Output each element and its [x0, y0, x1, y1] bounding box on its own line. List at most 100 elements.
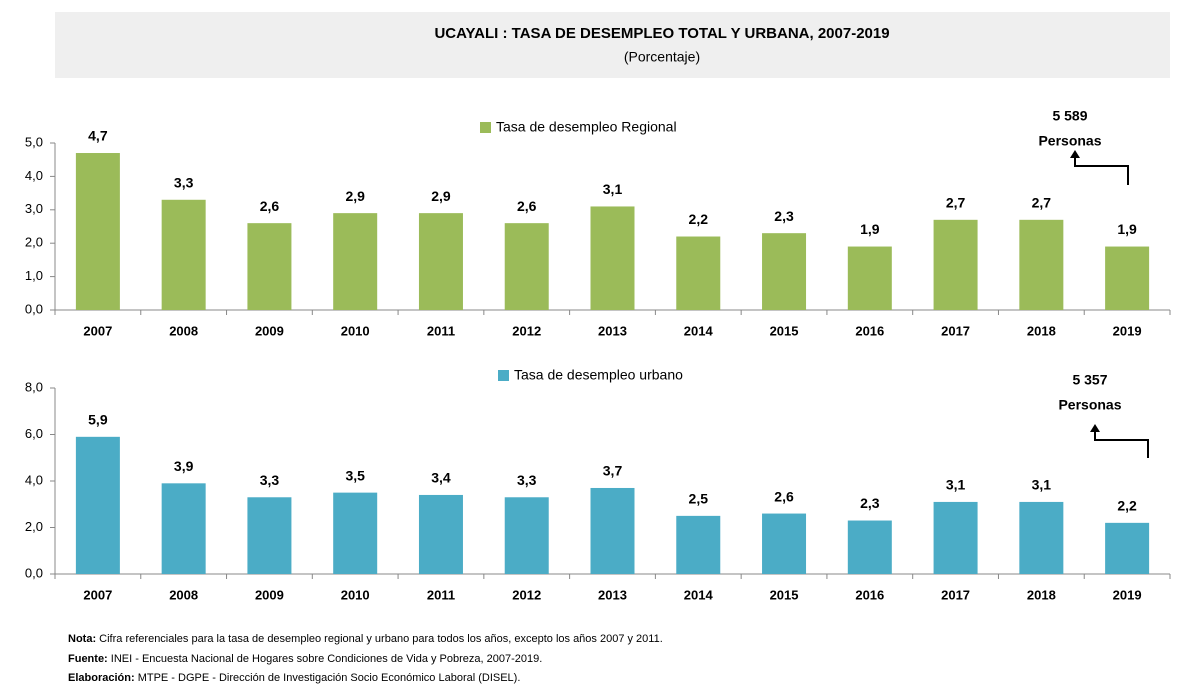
value-label: 2,2: [1117, 498, 1137, 514]
note-label: Fuente:: [68, 653, 108, 665]
note-text: INEI - Encuesta Nacional de Hogares sobr…: [111, 653, 543, 665]
legend-label: Tasa de desempleo Regional: [496, 119, 677, 135]
bar: [75, 153, 120, 310]
note: Fuente: INEI - Encuesta Nacional de Hoga…: [68, 653, 542, 665]
x-tick-label: 2019: [1113, 323, 1142, 338]
bar: [1019, 501, 1064, 574]
value-label: 2,6: [774, 488, 794, 504]
value-label: 3,3: [517, 472, 537, 488]
bar: [847, 520, 892, 574]
bar: [1105, 246, 1150, 310]
value-label: 3,3: [174, 174, 194, 190]
bar: [333, 492, 378, 574]
y-tick-label: 5,0: [25, 134, 43, 149]
value-label: 2,6: [517, 198, 537, 214]
x-tick-label: 2012: [512, 323, 541, 338]
bar: [676, 236, 721, 310]
title: UCAYALI : TASA DE DESEMPLEO TOTAL Y URBA…: [434, 25, 889, 42]
note-text: MTPE - DGPE - Dirección de Investigación…: [138, 672, 521, 684]
annotation-arrow: [1074, 152, 1129, 185]
x-tick-label: 2009: [255, 323, 284, 338]
legend-label: Tasa de desempleo urbano: [514, 367, 683, 383]
value-label: 2,9: [431, 188, 451, 204]
annotation-arrow: [1094, 426, 1149, 458]
value-label: 3,1: [946, 477, 966, 493]
x-tick-label: 2011: [427, 323, 455, 338]
bar: [590, 206, 635, 310]
bar: [504, 223, 549, 310]
value-label: 5,9: [88, 412, 108, 428]
value-label: 2,5: [689, 491, 709, 507]
x-tick-label: 2008: [169, 323, 198, 338]
bar: [762, 233, 807, 310]
note-text: Cifra referenciales para la tasa de dese…: [99, 633, 663, 645]
value-label: 3,3: [260, 472, 280, 488]
y-tick-label: 0,0: [25, 565, 43, 580]
note-label: Nota:: [68, 633, 96, 645]
bar: [1105, 522, 1150, 574]
arrow-head: [1070, 150, 1080, 158]
annotation: Personas: [1038, 133, 1101, 149]
value-label: 2,9: [345, 188, 365, 204]
x-tick-label: 2013: [598, 587, 627, 602]
bar: [75, 436, 120, 574]
title-box: [55, 12, 1170, 78]
y-tick-label: 4,0: [25, 168, 43, 183]
bar: [247, 223, 292, 310]
y-tick-label: 2,0: [25, 235, 43, 250]
y-tick-label: 1,0: [25, 268, 43, 283]
x-tick-label: 2010: [341, 323, 370, 338]
value-label: 1,9: [860, 221, 880, 237]
bar: [847, 246, 892, 310]
value-label: 2,7: [1032, 195, 1052, 211]
value-label: 2,2: [689, 211, 709, 227]
note-label: Elaboración:: [68, 672, 135, 684]
x-tick-label: 2012: [512, 587, 541, 602]
annotation: 5 589: [1052, 108, 1087, 124]
bar: [504, 497, 549, 574]
x-tick-label: 2017: [941, 587, 970, 602]
value-label: 2,6: [260, 198, 280, 214]
x-tick-label: 2014: [684, 323, 714, 338]
arrow-head: [1090, 424, 1100, 432]
note: Elaboración: MTPE - DGPE - Dirección de …: [68, 672, 520, 684]
value-label: 2,3: [860, 495, 880, 511]
y-tick-label: 2,0: [25, 519, 43, 534]
bar: [418, 213, 463, 310]
value-label: 3,5: [345, 467, 365, 483]
bar: [161, 483, 206, 574]
x-tick-label: 2019: [1113, 587, 1142, 602]
legend-swatch: [480, 122, 491, 133]
bar: [762, 513, 807, 574]
value-label: 2,7: [946, 195, 966, 211]
subtitle: (Porcentaje): [624, 49, 700, 65]
value-label: 2,3: [774, 208, 794, 224]
x-tick-label: 2007: [83, 323, 112, 338]
value-label: 3,9: [174, 458, 194, 474]
bar: [933, 501, 978, 574]
x-tick-label: 2018: [1027, 323, 1056, 338]
bar: [590, 487, 635, 574]
value-label: 1,9: [1117, 221, 1137, 237]
y-tick-label: 3,0: [25, 201, 43, 216]
x-tick-label: 2011: [427, 587, 455, 602]
bar: [933, 219, 978, 310]
value-label: 3,1: [1032, 477, 1052, 493]
x-tick-label: 2015: [770, 587, 799, 602]
value-label: 3,1: [603, 181, 623, 197]
annotation: 5 357: [1072, 372, 1107, 388]
x-tick-label: 2018: [1027, 587, 1056, 602]
x-tick-label: 2014: [684, 587, 714, 602]
bar: [247, 497, 292, 574]
x-tick-label: 2009: [255, 587, 284, 602]
bar: [333, 213, 378, 310]
annotation: Personas: [1058, 397, 1121, 413]
x-tick-label: 2010: [341, 587, 370, 602]
x-tick-label: 2017: [941, 323, 970, 338]
x-tick-label: 2016: [855, 323, 884, 338]
x-tick-label: 2008: [169, 587, 198, 602]
x-tick-label: 2016: [855, 587, 884, 602]
value-label: 4,7: [88, 128, 108, 144]
bar: [161, 199, 206, 310]
